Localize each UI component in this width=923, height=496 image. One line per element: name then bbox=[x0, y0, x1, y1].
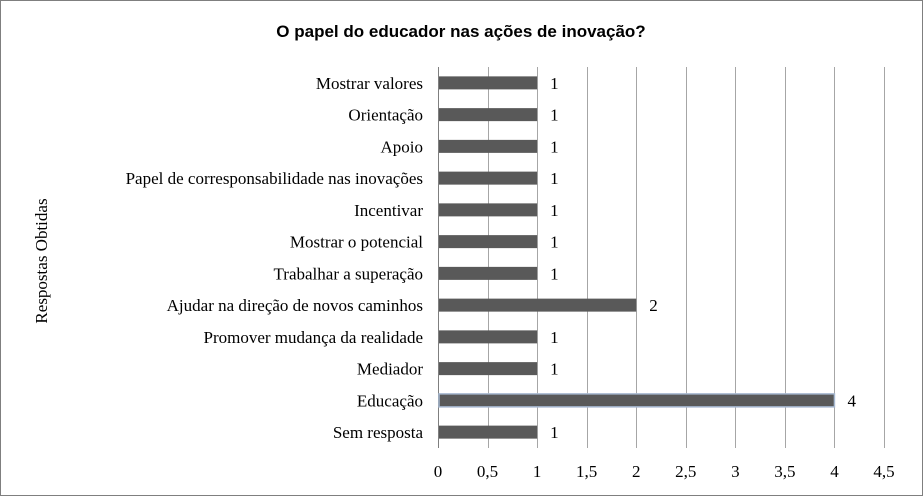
x-tick-label-3: 1,5 bbox=[576, 462, 597, 481]
bars bbox=[438, 76, 836, 439]
category-label-0: Mostrar valores bbox=[316, 74, 423, 93]
value-label-5: 1 bbox=[550, 233, 559, 252]
value-label-4: 1 bbox=[550, 201, 559, 220]
category-label-7: Ajudar na direção de novos caminhos bbox=[167, 296, 423, 315]
value-label-7: 2 bbox=[649, 296, 658, 315]
bar-4 bbox=[439, 203, 538, 217]
bar-6 bbox=[439, 266, 538, 280]
category-labels: Mostrar valores Orientação Apoio Papel de c… bbox=[126, 74, 424, 442]
category-label-2: Apoio bbox=[381, 137, 424, 156]
x-tick-label-4: 2 bbox=[632, 462, 641, 481]
bar-1 bbox=[439, 108, 538, 122]
x-tick-labels: 0 0,5 1 1,5 2 2,5 3 3,5 4 4,5 bbox=[434, 462, 895, 481]
bar-11 bbox=[439, 425, 538, 439]
x-tick-label-6: 3 bbox=[731, 462, 740, 481]
value-label-1: 1 bbox=[550, 106, 559, 125]
value-label-8: 1 bbox=[550, 328, 559, 347]
category-label-6: Trabalhar a superação bbox=[274, 264, 423, 283]
category-label-11: Sem resposta bbox=[333, 423, 424, 442]
y-axis-title: Respostas Obtidas bbox=[32, 198, 51, 323]
value-label-3: 1 bbox=[550, 169, 559, 188]
value-label-9: 1 bbox=[550, 360, 559, 379]
bar-7 bbox=[439, 298, 637, 312]
category-label-10: Educação bbox=[357, 391, 423, 410]
value-label-10: 4 bbox=[847, 391, 856, 410]
category-label-9: Mediador bbox=[357, 360, 423, 379]
bar-3 bbox=[439, 171, 538, 185]
x-tick-label-0: 0 bbox=[434, 462, 443, 481]
bar-2 bbox=[439, 139, 538, 153]
x-tick-label-2: 1 bbox=[533, 462, 542, 481]
value-label-0: 1 bbox=[550, 74, 559, 93]
gridlines bbox=[438, 67, 885, 448]
value-labels: 1 1 1 1 1 1 1 2 1 1 4 1 bbox=[550, 74, 856, 442]
bar-9 bbox=[439, 362, 538, 376]
value-label-2: 1 bbox=[550, 137, 559, 156]
value-label-6: 1 bbox=[550, 264, 559, 283]
bar-0 bbox=[439, 76, 538, 90]
x-tick-label-1: 0,5 bbox=[477, 462, 498, 481]
x-tick-label-7: 3,5 bbox=[774, 462, 795, 481]
category-label-3: Papel de corresponsabilidade nas inovaçõ… bbox=[126, 169, 423, 188]
bar-5 bbox=[439, 235, 538, 249]
x-tick-label-9: 4,5 bbox=[873, 462, 894, 481]
category-label-5: Mostrar o potencial bbox=[290, 233, 423, 252]
chart-title: O papel do educador nas ações de inovaçã… bbox=[276, 22, 645, 41]
x-tick-label-8: 4 bbox=[830, 462, 839, 481]
bar-8 bbox=[439, 330, 538, 344]
x-tick-label-5: 2,5 bbox=[675, 462, 696, 481]
bar-10 bbox=[438, 393, 836, 408]
category-label-4: Incentivar bbox=[354, 201, 423, 220]
category-label-1: Orientação bbox=[348, 106, 423, 125]
category-label-8: Promover mudança da realidade bbox=[204, 328, 424, 347]
value-label-11: 1 bbox=[550, 423, 559, 442]
